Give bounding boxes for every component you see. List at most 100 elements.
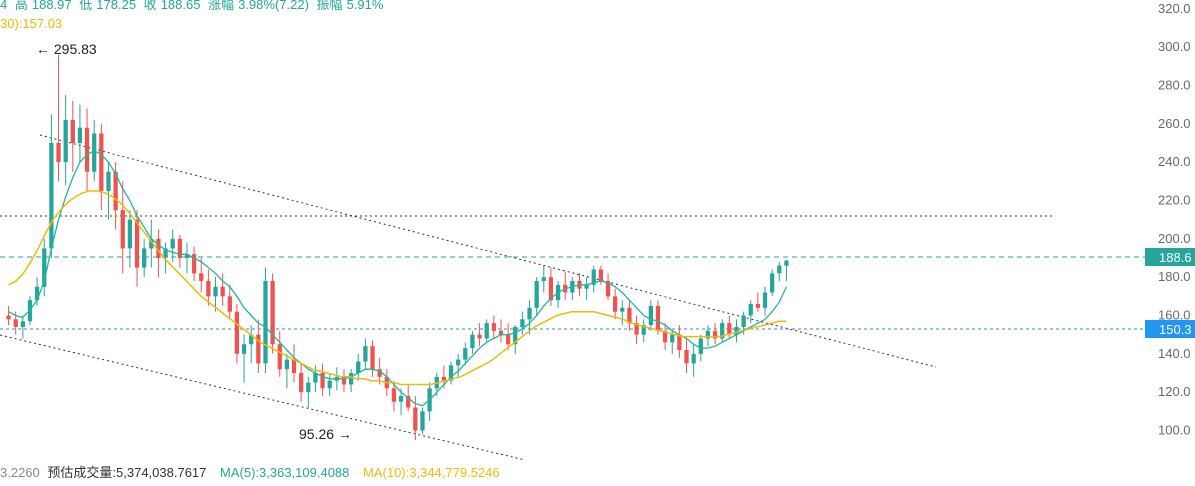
candle-body — [641, 325, 646, 335]
candle-body — [748, 304, 753, 316]
candle-body — [277, 344, 282, 370]
ohlc-fragment: 4 — [0, 0, 8, 12]
candle-body — [63, 120, 68, 163]
high-marker: ← 295.83 — [36, 41, 97, 57]
est-volume-label: 预估成交量: — [47, 465, 117, 480]
candle-body — [263, 281, 268, 364]
candle-body — [727, 323, 732, 335]
candle-body — [299, 373, 304, 393]
candle-body — [220, 286, 225, 297]
candle-body — [420, 411, 425, 431]
candle-body — [348, 373, 354, 385]
high-label: 高 — [14, 0, 28, 12]
candle-body — [770, 273, 775, 293]
candle-body — [391, 388, 397, 402]
candle-body — [249, 334, 254, 345]
y-axis-tick: 100.0 — [1158, 423, 1191, 438]
candle-body — [477, 334, 482, 339]
low-marker: 95.26 → — [299, 426, 352, 442]
candle-body — [662, 330, 668, 343]
candle-body — [284, 359, 290, 370]
candles-group — [6, 54, 789, 441]
candle-body — [627, 307, 632, 324]
candle-body — [370, 346, 375, 370]
lower-trend-line[interactable] — [0, 334, 526, 461]
candle-body — [541, 277, 546, 281]
candle-body — [677, 334, 682, 350]
candle-body — [49, 143, 54, 249]
candle-body — [341, 376, 347, 385]
candle-body — [142, 248, 147, 268]
candle-body — [320, 373, 325, 389]
candle-body — [406, 396, 411, 408]
candle-body — [720, 323, 725, 339]
ma-long-line — [8, 190, 787, 386]
candle-body — [784, 260, 789, 266]
candle-body — [34, 286, 40, 301]
ma-header: 30):157.03 — [0, 16, 66, 31]
current-price-tag-bg — [1145, 248, 1195, 266]
close-value: 188.65 — [160, 0, 201, 12]
candle-body — [20, 321, 25, 327]
candle-body — [327, 380, 332, 389]
candle-body — [548, 277, 554, 301]
volume-footer: 3.2260 预估成交量:5,374,038.7617 MA(5):3,363,… — [0, 462, 504, 481]
candle-body — [213, 286, 218, 297]
candle-body — [734, 327, 739, 335]
candle-body — [42, 248, 47, 287]
level-price-tag: 150.3 — [1145, 320, 1195, 338]
candle-body — [70, 120, 75, 143]
candle-body — [184, 254, 190, 258]
upper-trend-line[interactable] — [39, 134, 937, 368]
vol-ma10: MA(10):3,344,779.5246 — [363, 465, 500, 480]
candle-body — [534, 281, 539, 308]
candle-body — [655, 305, 661, 331]
candle-body — [92, 133, 97, 172]
est-volume-value: 5,374,038.7617 — [116, 465, 207, 480]
candle-body — [127, 219, 133, 249]
candle-body — [741, 315, 746, 327]
candle-body — [13, 319, 18, 327]
candle-body — [413, 407, 418, 431]
y-axis-tick: 280.0 — [1158, 78, 1191, 93]
candle-body — [356, 361, 361, 373]
candle-body — [377, 369, 382, 377]
low-value: 178.25 — [96, 0, 137, 12]
y-axis: 100.0 120.0 140.0 160.0 180.0 200.0 220.0 240.0… — [1158, 1, 1191, 438]
candle-body — [6, 315, 11, 320]
candle-body — [691, 353, 696, 364]
candle-body — [463, 348, 468, 360]
candle-body — [484, 323, 489, 339]
candle-body — [520, 319, 525, 327]
candle-body — [684, 350, 689, 364]
candle-body — [120, 210, 125, 249]
candle-body — [163, 248, 168, 258]
close-label: 收 — [143, 0, 157, 12]
candle-body — [241, 344, 247, 354]
change-value: 3.98%(7.22) — [238, 0, 309, 12]
candle-body — [584, 284, 589, 289]
volume-fragment: 3.2260 — [0, 465, 40, 480]
candle-body — [199, 273, 204, 281]
candle-body — [648, 305, 653, 326]
candle-body — [620, 307, 625, 312]
amp-label: 振幅 — [316, 0, 343, 12]
y-axis-tick: 140.0 — [1158, 346, 1191, 361]
candle-body — [755, 304, 761, 308]
candle-body — [227, 296, 232, 312]
candle-body — [456, 359, 461, 366]
amp-value: 5.91% — [346, 0, 384, 12]
ma-long-value: 30):157.03 — [0, 16, 63, 31]
candle-body — [234, 311, 240, 354]
candle-body — [505, 334, 511, 345]
candle-body — [441, 376, 447, 381]
candle-body — [106, 171, 111, 191]
candle-body — [712, 330, 718, 339]
candle-body — [363, 346, 368, 362]
y-axis-tick: 200.0 — [1158, 231, 1191, 246]
y-axis-tick: 120.0 — [1158, 384, 1191, 399]
candle-body — [777, 265, 782, 274]
candle-body — [77, 127, 83, 143]
y-axis-tick: 320.0 — [1158, 1, 1191, 16]
